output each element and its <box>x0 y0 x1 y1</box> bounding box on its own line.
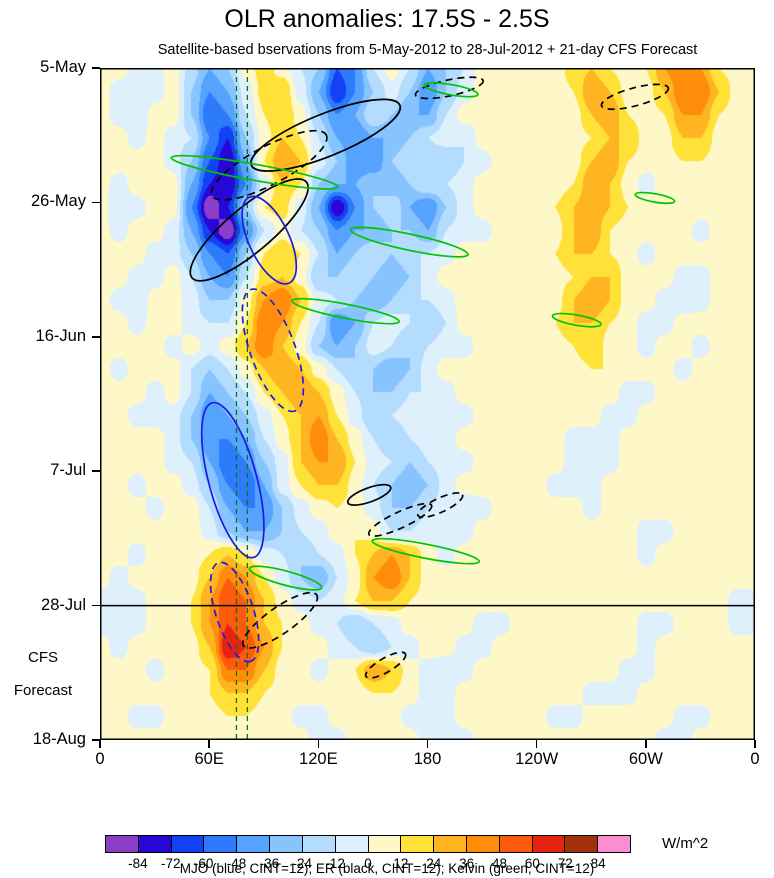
y-axis-tick <box>92 739 100 741</box>
y-axis-tick-label: 5-May <box>40 58 86 76</box>
y-axis-tick <box>92 604 100 607</box>
x-axis-tick-label: 0 <box>95 750 105 768</box>
colorbar-cell <box>204 836 238 852</box>
x-axis-tick <box>535 740 538 748</box>
mjo-wave-ellipse <box>241 195 298 285</box>
x-axis-tick <box>208 740 210 748</box>
kelvin-wave-ellipse <box>170 154 339 190</box>
colorbar-tick-label: 36 <box>459 856 475 871</box>
colorbar-tick-label: -60 <box>193 856 214 871</box>
x-axis-tick <box>99 740 101 748</box>
er-wave-ellipse <box>210 129 328 201</box>
y-axis-tick <box>92 470 100 472</box>
colorbar-tick-label: -24 <box>292 856 312 871</box>
chart-subtitle: Satellite-based bservations from 5-May-2… <box>157 42 698 58</box>
er-wave-ellipse <box>364 651 407 679</box>
colorbar-tick-label: 72 <box>557 856 573 871</box>
x-axis-tick-label: 180 <box>413 750 442 768</box>
x-axis-tick-label: 120W <box>515 750 559 768</box>
colorbar-cell <box>270 836 303 852</box>
kelvin-wave-ellipse <box>371 537 481 565</box>
colorbar-tick-label: -48 <box>226 856 247 871</box>
colorbar-tick-label: 0 <box>364 856 372 871</box>
er-wave-ellipse <box>250 98 402 172</box>
x-axis-tick-label: 120E <box>299 750 338 768</box>
x-axis-tick-label: 60W <box>628 750 663 768</box>
plot-area <box>100 68 755 740</box>
x-axis-tick <box>645 740 647 748</box>
y-axis-tick-label: 18-Aug <box>32 730 86 748</box>
colorbar-tick-label: -84 <box>128 856 148 871</box>
colorbar-cell <box>368 836 402 852</box>
er-wave-ellipse <box>600 83 670 111</box>
plot-frame <box>100 68 755 740</box>
colorbar-tick-label: 48 <box>491 856 508 871</box>
colorbar-tick-label: 84 <box>590 856 606 871</box>
x-axis-tick-label: 0 <box>750 750 760 768</box>
colorbar-cell <box>499 836 533 852</box>
cfs-forecast-label: Forecast <box>13 682 73 700</box>
x-axis-tick <box>317 740 320 748</box>
kelvin-wave-ellipse <box>349 226 469 258</box>
colorbar-cell <box>401 836 435 852</box>
y-axis-tick <box>92 336 100 338</box>
er-wave-ellipse <box>189 178 309 282</box>
kelvin-wave-ellipse <box>248 565 323 591</box>
er-wave-ellipse <box>367 502 433 537</box>
mjo-wave-ellipse <box>209 561 260 663</box>
colorbar-cell <box>106 836 139 852</box>
colorbar-cell <box>171 836 205 852</box>
colorbar-tick-label: 12 <box>393 856 409 871</box>
colorbar-tick-label: -72 <box>160 856 181 871</box>
colorbar-tick-label: 60 <box>524 856 540 871</box>
colorbar-cell <box>532 836 566 852</box>
chart-title: OLR anomalies: 17.5S - 2.5S <box>224 5 550 33</box>
y-axis-tick-label: 26-May <box>30 192 86 211</box>
x-axis-tick-label: 60E <box>194 750 224 768</box>
colorbar-cell <box>598 836 630 852</box>
colorbar-tick-label: -12 <box>325 856 345 871</box>
y-axis-tick <box>92 201 100 204</box>
y-axis-tick <box>92 67 100 69</box>
cfs-forecast-label: CFS <box>28 649 58 667</box>
mjo-wave-ellipse <box>241 288 305 413</box>
colorbar-cell <box>466 836 500 852</box>
x-axis-tick <box>754 740 756 748</box>
er-wave-ellipse <box>346 483 392 506</box>
colorbar-tick-label: -36 <box>259 856 280 871</box>
colorbar-unit-label: W/m^2 <box>662 835 709 852</box>
colorbar-cell <box>434 836 467 852</box>
kelvin-wave-ellipse <box>423 81 479 98</box>
x-axis-tick <box>426 740 429 748</box>
colorbar-cell <box>302 836 336 852</box>
er-wave-ellipse <box>416 492 464 519</box>
colorbar-cell <box>138 836 172 852</box>
er-wave-ellipse <box>414 76 485 100</box>
colorbar <box>105 835 631 853</box>
wave-annotations-overlay <box>100 68 755 740</box>
y-axis-tick-label: 16-Jun <box>35 326 86 345</box>
legend-caption: MJO (blue, CINT=12); ER (black, CINT=12)… <box>179 861 595 876</box>
colorbar-cell <box>237 836 271 852</box>
mjo-wave-ellipse <box>200 401 265 559</box>
colorbar-cell <box>565 836 599 852</box>
kelvin-wave-ellipse <box>291 297 401 325</box>
kelvin-wave-ellipse <box>551 312 602 328</box>
y-axis-tick-label: 28-Jul <box>41 595 86 614</box>
colorbar-tick-label: 24 <box>426 856 442 871</box>
colorbar-cell <box>335 836 369 852</box>
y-axis-tick-label: 7-Jul <box>50 461 86 480</box>
kelvin-wave-ellipse <box>634 191 676 205</box>
er-wave-ellipse <box>241 591 319 649</box>
